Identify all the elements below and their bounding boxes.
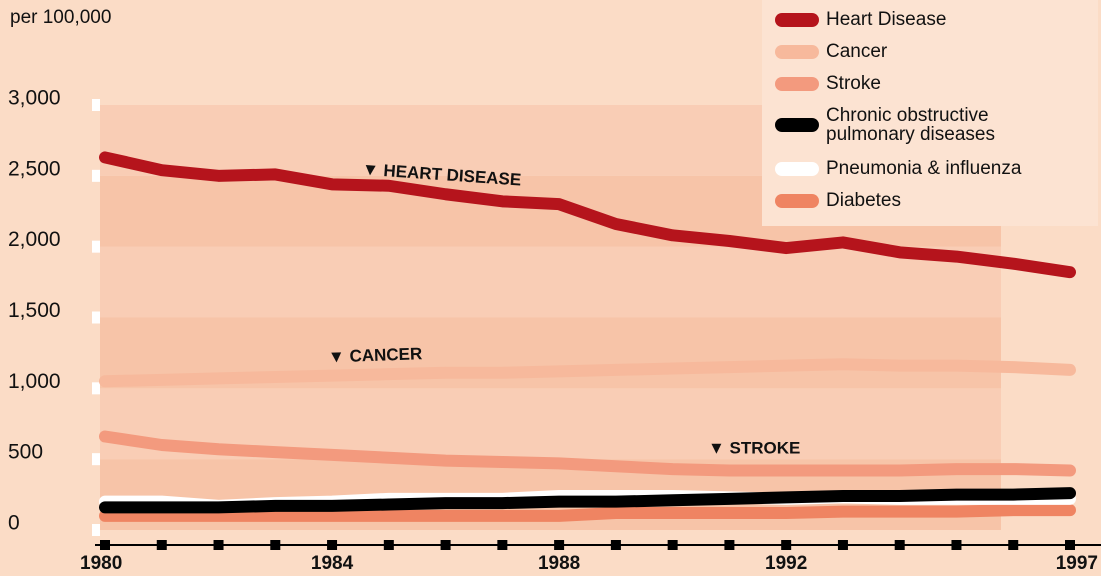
legend-label: Pneumonia & influenza — [826, 158, 1022, 179]
x-tick-label: 1992 — [765, 553, 807, 574]
y-tick-mark — [92, 382, 100, 395]
annotation: ▼ CANCER — [328, 344, 423, 366]
y-tick-label: 3,000 — [8, 87, 61, 110]
y-axis-label: per 100,000 — [10, 7, 111, 28]
series-line — [99, 487, 1076, 514]
series-line — [99, 358, 1076, 388]
y-tick-label: 1,500 — [8, 299, 61, 322]
y-tick-label: 2,500 — [8, 157, 61, 180]
y-tick-label: 500 — [8, 441, 43, 464]
y-tick-label: 0 — [8, 512, 20, 535]
series-line — [99, 151, 1076, 279]
y-tick-mark — [92, 169, 100, 182]
y-tick-label: 1,000 — [8, 370, 61, 393]
x-tick-label: 1988 — [538, 553, 580, 574]
plot-band — [100, 246, 1001, 318]
y-tick-mark — [92, 311, 100, 324]
y-tick-mark — [92, 524, 100, 536]
y-tick-mark — [92, 453, 100, 466]
legend-label: Diabetes — [826, 190, 901, 211]
legend-label: Cancer — [826, 41, 888, 62]
x-tick-label: 1997 — [1056, 553, 1098, 574]
y-tick-label: 2,000 — [8, 228, 61, 251]
annotation: ▼ STROKE — [708, 438, 800, 457]
y-tick-mark — [92, 240, 100, 253]
x-tick-label: 1984 — [311, 553, 354, 574]
series-line — [99, 430, 1076, 477]
y-tick-mark — [92, 99, 100, 111]
legend-label: Stroke — [826, 73, 881, 94]
legend-box — [762, 0, 1098, 226]
legend-label: Heart Disease — [826, 9, 946, 30]
legend-label: Chronic obstructive pulmonary diseases — [826, 105, 995, 145]
series-line — [99, 504, 1076, 522]
x-tick-label: 1980 — [80, 553, 122, 574]
